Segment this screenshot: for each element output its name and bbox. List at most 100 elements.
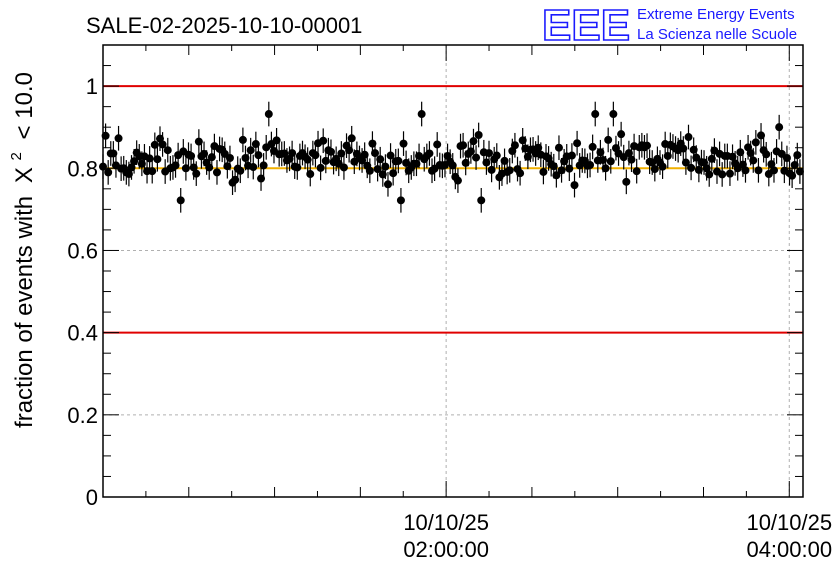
data-point <box>622 177 631 186</box>
data-point <box>148 167 157 176</box>
data-point <box>573 139 582 148</box>
y-tick-label: 0.6 <box>67 238 98 263</box>
data-point <box>505 166 514 175</box>
data-point <box>459 141 468 150</box>
data-point <box>394 156 403 165</box>
data-point <box>601 164 610 173</box>
data-point <box>469 137 478 146</box>
data-point <box>212 168 221 177</box>
data-point <box>617 130 626 139</box>
data-point <box>246 146 255 155</box>
data-point <box>150 140 159 149</box>
data-point <box>658 162 667 171</box>
data-point <box>516 169 525 178</box>
plot-frame <box>102 44 804 498</box>
data-point <box>158 140 167 149</box>
data-point <box>643 141 652 150</box>
x-tick-label-date: 10/10/25 <box>746 510 832 535</box>
data-point <box>254 151 263 160</box>
x-tick-label-time: 04:00:00 <box>746 537 832 562</box>
data-point <box>749 156 758 165</box>
plot-area: 00.20.40.60.8110/10/2502:00:0010/10/2504… <box>67 44 832 562</box>
y-tick-label: 0.2 <box>67 403 98 428</box>
data-point <box>371 149 380 158</box>
data-point <box>303 155 312 164</box>
y-axis-label-text: fraction of events with <box>11 196 38 428</box>
logo-mark: EEE <box>542 1 630 50</box>
y-tick-label: 1 <box>86 74 98 99</box>
data-point <box>114 134 123 143</box>
data-point <box>316 163 325 172</box>
data-point <box>453 176 462 185</box>
data-point <box>433 140 442 149</box>
data-point <box>192 169 201 178</box>
data-point <box>474 130 483 139</box>
data-point <box>775 123 784 132</box>
data-point <box>751 138 760 147</box>
data-point <box>153 155 162 164</box>
data-point <box>754 166 763 175</box>
y-tick-label: 0.8 <box>67 156 98 181</box>
data-point <box>396 196 405 205</box>
data-point <box>793 151 802 160</box>
logo-line1: Extreme Energy Events <box>637 6 795 23</box>
data-point <box>485 149 494 158</box>
data-point <box>606 157 615 166</box>
data-point <box>586 160 595 169</box>
data-point <box>687 163 696 172</box>
data-point <box>570 181 579 190</box>
data-point <box>567 151 576 160</box>
data-point <box>782 154 791 162</box>
data-point <box>632 167 641 176</box>
data-point <box>306 170 315 179</box>
data-point <box>376 155 385 164</box>
y-axis-label-tail: < 10.0 <box>11 72 38 139</box>
data-point <box>249 163 258 172</box>
data-point <box>194 137 203 146</box>
data-point <box>104 168 113 177</box>
data-point <box>399 139 408 148</box>
data-point <box>588 142 597 151</box>
data-point <box>769 166 778 175</box>
chart-title: SALE-02-2025-10-10-00001 <box>86 13 362 38</box>
data-point <box>425 149 434 158</box>
y-tick-label: 0 <box>86 485 98 510</box>
data-point <box>381 162 390 171</box>
data-point <box>339 163 348 172</box>
data-point <box>472 153 481 162</box>
data-point <box>684 133 693 142</box>
data-point <box>718 170 727 179</box>
data-point <box>725 169 734 178</box>
data-point <box>681 158 690 167</box>
x-tick-label-time: 02:00:00 <box>403 537 489 562</box>
y-axis-label: fraction of events with X 2 < 10.0 <box>0 72 38 428</box>
data-point <box>604 135 613 144</box>
data-point <box>176 196 185 205</box>
data-point <box>554 143 563 152</box>
y-axis-label-sup: 2 <box>8 152 25 160</box>
data-point <box>705 170 714 179</box>
data-point <box>163 146 172 155</box>
data-point <box>365 166 374 175</box>
data-point <box>225 154 234 162</box>
data-point <box>510 141 519 150</box>
data-point <box>477 196 486 205</box>
data-point <box>386 151 395 160</box>
y-axis-label-symbol: X <box>11 167 38 183</box>
data-point <box>417 110 426 119</box>
data-point <box>757 131 766 140</box>
y-tick-label: 0.4 <box>67 321 98 346</box>
data-point <box>347 134 356 143</box>
data-point <box>762 150 771 159</box>
data-point <box>236 166 245 175</box>
data-point <box>259 161 268 170</box>
svg-text:fraction of events with: fraction of events with X 2 < 10.0 <box>0 72 38 428</box>
x-tick-label-date: 10/10/25 <box>403 510 489 535</box>
data-point <box>609 110 618 119</box>
data-point <box>539 167 548 176</box>
data-point <box>319 136 328 145</box>
logo-line2: La Scienza nelle Scuole <box>637 26 797 43</box>
logo: EEE Extreme Energy Events La Scienza nel… <box>541 0 797 51</box>
data-point <box>264 110 273 119</box>
data-point <box>492 151 501 160</box>
